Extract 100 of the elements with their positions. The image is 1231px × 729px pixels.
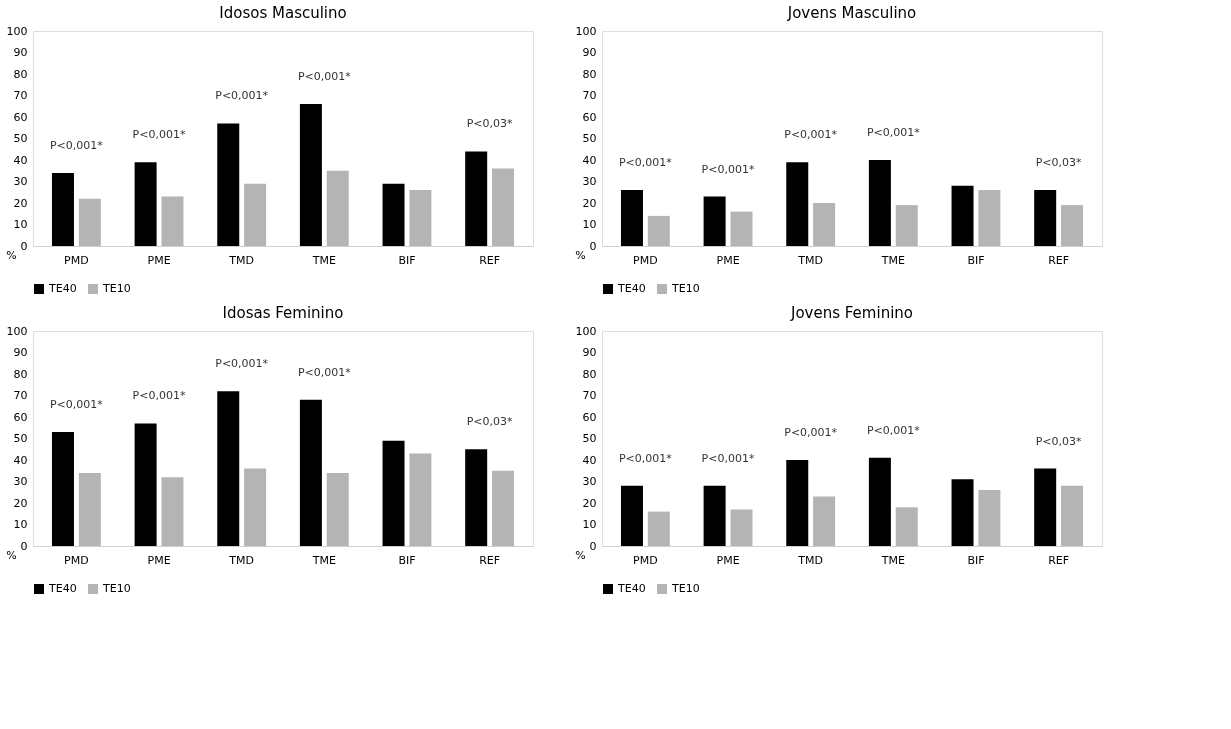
x-tick-label: PME xyxy=(147,253,171,267)
y-axis-title: % xyxy=(6,248,17,262)
x-tick-label: TME xyxy=(311,553,336,567)
annotation: P<0,001* xyxy=(618,156,673,170)
legend-label: TE40 xyxy=(617,582,646,595)
y-tick-label: 90 xyxy=(13,46,28,59)
bar xyxy=(730,509,753,546)
bar xyxy=(730,211,753,246)
bar xyxy=(1061,485,1084,546)
bar xyxy=(299,104,322,246)
y-tick-label: 30 xyxy=(582,475,597,488)
legend-label: TE40 xyxy=(617,282,646,295)
annotation: P<0,001* xyxy=(866,126,921,139)
y-tick-label: 10 xyxy=(13,518,28,531)
x-tick-label: TMD xyxy=(797,553,824,567)
bar xyxy=(895,205,918,246)
bar xyxy=(409,453,432,546)
bar xyxy=(134,423,157,546)
y-tick-label: 10 xyxy=(582,518,597,531)
annotation: P<0,001* xyxy=(701,162,755,176)
x-tick-label: TMD xyxy=(228,253,255,267)
chart-title: Idosos Masculino xyxy=(219,4,347,22)
bar xyxy=(647,215,670,246)
y-tick-label: 10 xyxy=(582,218,597,231)
bar xyxy=(620,190,643,246)
annotation: P<0,001* xyxy=(215,357,269,371)
x-tick-label: PME xyxy=(716,253,740,267)
legend-label: TE10 xyxy=(102,282,131,295)
annotation: P<0,001* xyxy=(866,423,921,437)
y-tick-label: 80 xyxy=(13,67,28,81)
y-tick-label: 40 xyxy=(582,453,597,467)
bar xyxy=(161,196,184,246)
bar xyxy=(703,485,726,546)
bar xyxy=(326,472,349,546)
x-tick-label: TME xyxy=(880,553,905,567)
bar xyxy=(78,198,101,246)
bar xyxy=(786,162,809,246)
y-tick-label: 0 xyxy=(589,539,597,553)
x-tick-label: PME xyxy=(716,553,740,567)
x-tick-label: TMD xyxy=(228,553,255,567)
annotation: P<0,001* xyxy=(49,138,104,152)
y-axis-title: % xyxy=(575,548,586,562)
chart-title: Idosas Feminino xyxy=(222,304,344,322)
legend-label: TE40 xyxy=(48,582,77,595)
bar xyxy=(978,490,1001,546)
y-tick-label: 90 xyxy=(582,46,597,59)
y-tick-label: 100 xyxy=(575,324,597,338)
y-tick-label: 50 xyxy=(13,132,28,145)
bar xyxy=(1034,190,1057,246)
bar xyxy=(786,460,809,546)
y-tick-label: 100 xyxy=(575,24,597,38)
x-tick-label: PME xyxy=(147,553,171,567)
chart-title: Jovens Masculino xyxy=(786,4,917,22)
x-tick-label: TMD xyxy=(797,253,824,267)
y-tick-label: 50 xyxy=(582,432,597,445)
x-tick-label: PMD xyxy=(64,253,89,267)
x-tick-label: REF xyxy=(1048,253,1070,267)
y-tick-label: 20 xyxy=(582,496,597,510)
annotation: P<0,001* xyxy=(784,426,838,439)
y-tick-label: 40 xyxy=(13,153,28,167)
bar xyxy=(951,479,974,546)
bar xyxy=(78,472,101,546)
bar xyxy=(1061,205,1084,246)
y-tick-label: 90 xyxy=(582,346,597,359)
y-tick-label: 80 xyxy=(582,67,597,81)
y-tick-label: 70 xyxy=(582,389,597,402)
bar xyxy=(217,391,240,546)
bar xyxy=(492,470,515,546)
legend-label: TE10 xyxy=(671,582,700,595)
x-tick-label: PMD xyxy=(633,253,658,267)
y-tick-label: 100 xyxy=(6,324,28,338)
y-tick-label: 80 xyxy=(13,367,28,381)
y-tick-label: 20 xyxy=(582,196,597,210)
annotation: P<0,001* xyxy=(132,389,186,403)
annotation: P<0,03* xyxy=(1035,156,1083,170)
y-tick-label: 80 xyxy=(582,367,597,381)
bar xyxy=(951,185,974,246)
y-tick-label: 100 xyxy=(6,24,28,38)
y-tick-label: 60 xyxy=(13,410,28,424)
bar xyxy=(161,477,184,546)
x-tick-label: BIF xyxy=(967,553,985,567)
y-tick-label: 90 xyxy=(13,346,28,359)
bar xyxy=(620,485,643,546)
y-tick-label: 30 xyxy=(13,475,28,488)
annotation: P<0,001* xyxy=(784,128,838,142)
annotation: P<0,001* xyxy=(49,398,104,412)
x-tick-label: BIF xyxy=(967,253,985,267)
y-tick-label: 20 xyxy=(13,496,28,510)
bar xyxy=(813,496,836,546)
x-tick-label: PMD xyxy=(64,553,89,567)
y-tick-label: 60 xyxy=(582,410,597,424)
bar xyxy=(51,432,74,546)
x-tick-label: BIF xyxy=(398,253,416,267)
bar xyxy=(326,170,349,246)
x-tick-label: TME xyxy=(880,253,905,267)
y-tick-label: 60 xyxy=(582,110,597,124)
annotation: P<0,001* xyxy=(132,128,186,142)
y-tick-label: 30 xyxy=(582,175,597,188)
y-axis-title: % xyxy=(575,248,586,262)
y-tick-label: 50 xyxy=(582,132,597,145)
